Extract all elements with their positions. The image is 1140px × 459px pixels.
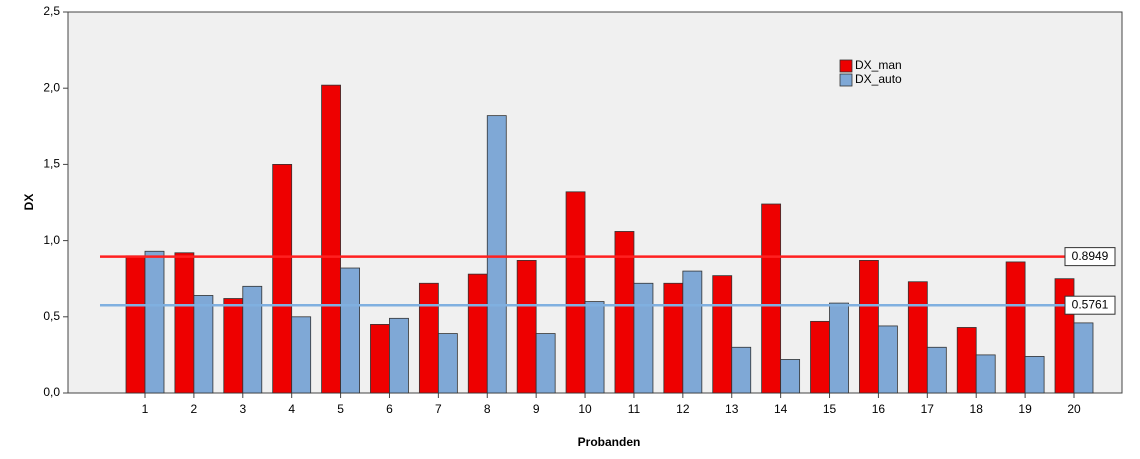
bar: [291, 316, 312, 394]
x-tick-label: 3: [239, 402, 246, 416]
bar: [144, 250, 165, 394]
bar: [859, 260, 879, 394]
bar: [437, 333, 458, 394]
bar: [682, 270, 703, 394]
legend-label: DX_man: [855, 58, 902, 72]
x-tick-label: 9: [533, 402, 540, 416]
x-tick-label: 18: [970, 402, 984, 416]
y-tick-label: 1,5: [43, 157, 60, 171]
bar: [467, 273, 488, 394]
x-tick-label: 11: [628, 402, 641, 416]
bar: [1024, 356, 1045, 394]
x-tick-label: 16: [872, 402, 886, 416]
x-tick-label: 12: [676, 402, 690, 416]
legend-label: DX_auto: [855, 72, 902, 86]
bar: [633, 282, 654, 394]
x-tick-label: 6: [386, 402, 393, 416]
bar: [829, 302, 849, 394]
bar: [486, 115, 507, 394]
x-tick-label: 2: [191, 402, 198, 416]
legend-swatch: [839, 73, 853, 87]
bar: [193, 295, 214, 394]
bar: [125, 255, 146, 394]
x-tick-label: 15: [823, 402, 837, 416]
x-tick-label: 14: [774, 402, 788, 416]
x-tick-label: 5: [337, 402, 344, 416]
bar: [174, 252, 195, 394]
legend-swatch: [839, 59, 853, 73]
bar: [535, 333, 556, 394]
y-tick-label: 0,5: [43, 309, 60, 323]
bar: [1005, 261, 1026, 394]
bar: [370, 324, 390, 394]
bar: [584, 301, 605, 394]
reference-label: 0.5761: [1072, 297, 1109, 311]
bar: [242, 285, 263, 394]
bar: [926, 346, 947, 394]
x-tick-label: 10: [578, 402, 592, 416]
bar: [975, 354, 996, 394]
bar: [321, 84, 341, 394]
x-tick-label: 13: [725, 402, 739, 416]
x-axis-label: Probanden: [578, 435, 641, 449]
bar: [272, 163, 293, 394]
bar: [418, 282, 439, 394]
bar: [780, 359, 801, 394]
x-tick-label: 4: [288, 402, 295, 416]
x-tick-label: 1: [142, 402, 149, 416]
bar: [1073, 322, 1094, 394]
y-tick-label: 1,0: [43, 233, 60, 247]
x-tick-label: 20: [1067, 402, 1081, 416]
bar: [223, 298, 244, 394]
bar: [516, 260, 537, 394]
bar: [810, 320, 830, 394]
y-tick-label: 2,0: [43, 80, 60, 94]
bar: [663, 282, 684, 394]
bar: [565, 191, 586, 394]
bar: [340, 267, 360, 394]
x-tick-label: 8: [484, 402, 491, 416]
bar: [731, 346, 752, 394]
y-tick-label: 2,5: [43, 4, 60, 18]
reference-label-box: [1064, 247, 1116, 267]
x-tick-label: 7: [435, 402, 442, 416]
x-tick-label: 17: [921, 402, 935, 416]
x-tick-label: 19: [1018, 402, 1032, 416]
bar: [907, 281, 928, 394]
bar: [878, 325, 898, 394]
reference-label-box: [1064, 295, 1116, 315]
bar: [761, 203, 782, 394]
bar: [712, 275, 733, 394]
reference-label: 0.8949: [1072, 249, 1109, 263]
y-tick-label: 0,0: [43, 385, 60, 399]
bar: [956, 327, 977, 394]
y-axis-label: DX: [22, 194, 36, 211]
bar: [389, 317, 409, 394]
